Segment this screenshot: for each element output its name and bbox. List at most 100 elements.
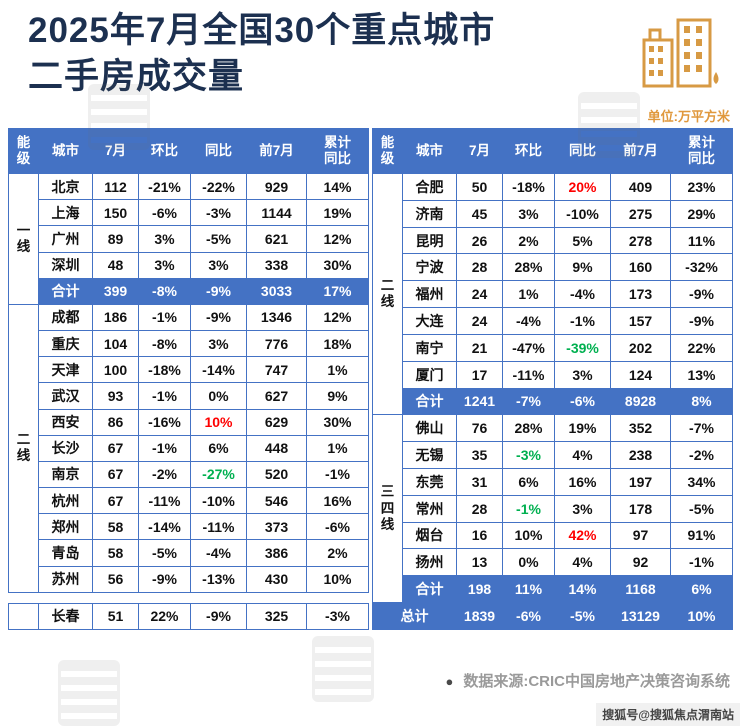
- value-cell: 10%: [502, 521, 555, 550]
- value-cell: 621: [246, 225, 307, 253]
- value-cell: 3%: [190, 251, 247, 279]
- value-cell: -1%: [138, 303, 191, 332]
- value-cell: 76: [456, 414, 503, 443]
- value-cell: -1%: [554, 307, 611, 335]
- city-cell: 武汉: [38, 382, 93, 410]
- value-cell: 2%: [306, 539, 369, 567]
- value-cell: -3%: [190, 199, 247, 227]
- value-cell: 67: [92, 487, 139, 515]
- value-cell: 3%: [138, 225, 191, 253]
- value-cell: -18%: [502, 173, 555, 201]
- value-cell: 30%: [306, 408, 369, 436]
- value-cell: 9%: [306, 382, 369, 410]
- city-cell: 佛山: [402, 414, 457, 443]
- value-cell: 157: [610, 307, 671, 335]
- city-cell: 北京: [38, 172, 93, 201]
- value-cell: -4%: [554, 280, 611, 309]
- value-cell: 24: [456, 307, 503, 335]
- value-cell: -9%: [138, 565, 191, 593]
- value-cell: 197: [610, 467, 671, 496]
- value-cell: -14%: [190, 356, 247, 384]
- city-cell: 无锡: [402, 441, 457, 469]
- value-cell: -10%: [190, 487, 247, 515]
- table-row: 杭州 67 -11% -10% 546 16%: [9, 487, 369, 515]
- value-cell: 629: [246, 408, 307, 436]
- value-cell: 58: [92, 513, 139, 541]
- value-cell: -5%: [670, 494, 733, 523]
- value-cell: 3%: [138, 251, 191, 279]
- table-row: 南宁 21 -47% -39% 202 22%: [373, 333, 733, 362]
- value-cell: 19%: [306, 199, 369, 227]
- left-table: 能 级城市 7月 环比 同比 前7月 累计 同比一 线北京 112 -21% -22% 929 14…: [8, 128, 369, 631]
- value-cell: 9%: [554, 253, 611, 282]
- value-cell: 399: [92, 277, 139, 305]
- column-header: 前7月: [610, 128, 671, 174]
- value-cell: 51: [92, 602, 139, 631]
- city-cell: 长沙: [38, 434, 93, 462]
- city-cell: 重庆: [38, 330, 93, 358]
- table-row: 南京 67 -2% -27% 520 -1%: [9, 460, 369, 489]
- column-header: 环比: [502, 128, 555, 174]
- value-cell: 325: [246, 602, 307, 631]
- column-header: 前7月: [246, 128, 307, 174]
- city-cell: 广州: [38, 225, 93, 253]
- value-cell: -7%: [502, 387, 555, 416]
- city-cell: 扬州: [402, 548, 457, 577]
- value-cell: -1%: [138, 382, 191, 410]
- faint-watermark: [58, 660, 120, 726]
- value-cell: -6%: [554, 387, 611, 416]
- total-label: 合计: [38, 277, 93, 305]
- value-cell: 373: [246, 513, 307, 541]
- value-cell: 11%: [502, 575, 555, 603]
- value-cell: 89: [92, 225, 139, 253]
- bullet-icon: ●: [445, 674, 454, 689]
- column-header: 累计 同比: [670, 128, 733, 174]
- value-cell: 409: [610, 173, 671, 201]
- value-cell: -1%: [306, 460, 369, 489]
- value-cell: -5%: [554, 602, 611, 630]
- value-cell: -32%: [670, 253, 733, 282]
- value-cell: 386: [246, 539, 307, 567]
- value-cell: -39%: [554, 333, 611, 362]
- value-cell: 627: [246, 382, 307, 410]
- city-cell: 苏州: [38, 565, 93, 593]
- value-cell: -9%: [190, 277, 247, 305]
- value-cell: 8%: [670, 387, 733, 416]
- value-cell: 6%: [502, 467, 555, 496]
- value-cell: -1%: [138, 434, 191, 462]
- value-cell: -47%: [502, 333, 555, 362]
- value-cell: -11%: [138, 487, 191, 515]
- page-title-line2: 二手房成交量: [28, 57, 245, 97]
- total-row: 合计 1241 -7% -6% 8928 8%: [373, 387, 733, 416]
- unit-label: 单位:万平方米: [647, 109, 730, 124]
- value-cell: 34%: [670, 467, 733, 496]
- total-row: 合计 198 11% 14% 1168 6%: [373, 575, 733, 603]
- value-cell: 3033: [246, 277, 307, 305]
- spacer-cell: [8, 592, 369, 604]
- value-cell: -9%: [190, 303, 247, 332]
- table-row: 天津 100 -18% -14% 747 1%: [9, 356, 369, 384]
- table-row: 东莞 31 6% 16% 197 34%: [373, 467, 733, 496]
- value-cell: 28: [456, 253, 503, 282]
- city-cell: 昆明: [402, 226, 457, 255]
- value-cell: 1168: [610, 575, 671, 603]
- city-cell: 南京: [38, 460, 93, 489]
- table-row: 厦门 17 -11% 3% 124 13%: [373, 360, 733, 389]
- value-cell: 10%: [670, 602, 733, 630]
- value-cell: 24: [456, 280, 503, 309]
- grand-total-label: 总计: [372, 602, 457, 630]
- value-cell: 448: [246, 434, 307, 462]
- value-cell: 29%: [670, 199, 733, 228]
- table-row: 济南 45 3% -10% 275 29%: [373, 199, 733, 228]
- value-cell: 11%: [670, 226, 733, 255]
- column-header: 7月: [92, 128, 139, 174]
- table-row: 二 线合肥 50 -18% 20% 409 23%: [372, 172, 733, 416]
- table-row: 西安 86 -16% 10% 629 30%: [9, 408, 369, 436]
- table-row: 重庆 104 -8% 3% 776 18%: [9, 330, 369, 358]
- value-cell: 67: [92, 460, 139, 489]
- value-cell: -10%: [554, 199, 611, 228]
- buildings-icon: [642, 18, 719, 88]
- value-cell: 35: [456, 441, 503, 469]
- city-cell: 上海: [38, 199, 93, 227]
